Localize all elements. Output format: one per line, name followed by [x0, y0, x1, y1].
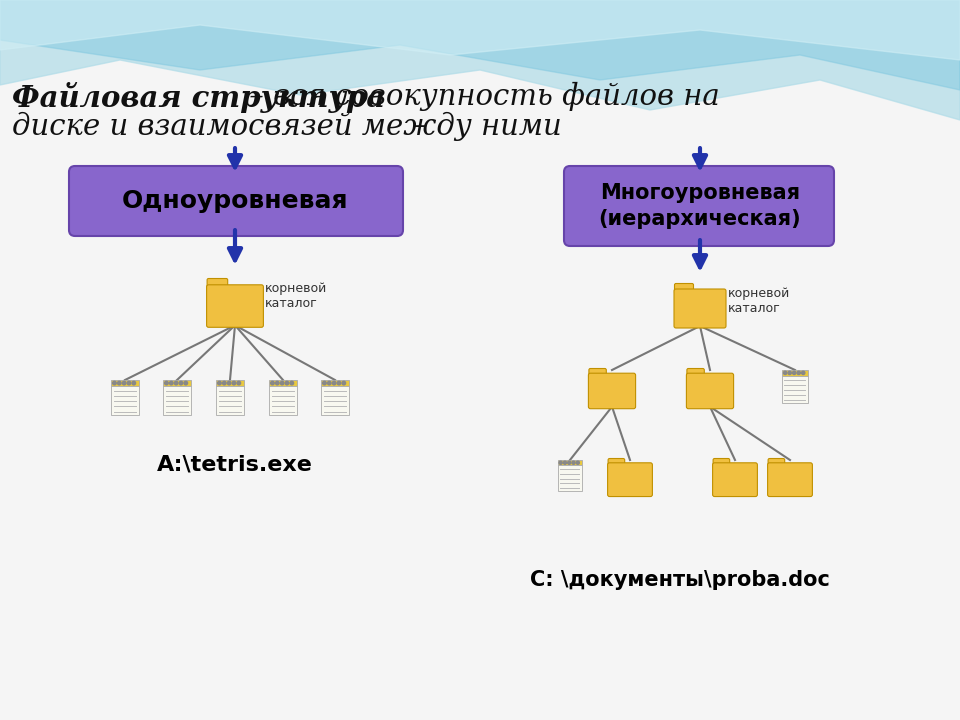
Text: C: \документы\proba.doc: C: \документы\proba.doc	[530, 570, 830, 590]
Text: Многоуровневая
(иерархическая): Многоуровневая (иерархическая)	[599, 183, 802, 229]
FancyBboxPatch shape	[686, 373, 733, 409]
Circle shape	[783, 372, 787, 374]
Circle shape	[576, 462, 579, 464]
Circle shape	[797, 372, 801, 374]
FancyBboxPatch shape	[564, 166, 834, 246]
Text: Файловая структура: Файловая структура	[12, 82, 385, 113]
FancyBboxPatch shape	[713, 459, 730, 468]
Circle shape	[127, 382, 131, 384]
Circle shape	[232, 382, 236, 384]
FancyBboxPatch shape	[712, 463, 757, 497]
FancyBboxPatch shape	[588, 373, 636, 409]
FancyBboxPatch shape	[768, 459, 784, 468]
Circle shape	[788, 372, 791, 374]
Circle shape	[327, 382, 331, 384]
Circle shape	[117, 382, 121, 384]
FancyBboxPatch shape	[588, 369, 607, 379]
Circle shape	[170, 382, 173, 384]
Circle shape	[567, 462, 571, 464]
Circle shape	[285, 382, 289, 384]
FancyBboxPatch shape	[216, 386, 244, 415]
Circle shape	[237, 382, 241, 384]
Circle shape	[802, 372, 804, 374]
Circle shape	[122, 382, 126, 384]
Circle shape	[180, 382, 182, 384]
Circle shape	[132, 382, 135, 384]
Circle shape	[564, 462, 566, 464]
Circle shape	[342, 382, 346, 384]
Circle shape	[559, 462, 563, 464]
FancyBboxPatch shape	[163, 380, 191, 386]
FancyBboxPatch shape	[269, 386, 297, 415]
Circle shape	[218, 382, 221, 384]
Polygon shape	[0, 0, 960, 60]
Polygon shape	[0, 0, 960, 120]
Text: корневой
каталог: корневой каталог	[728, 287, 790, 315]
Circle shape	[228, 382, 230, 384]
Text: Одноуровневая: Одноуровневая	[122, 189, 348, 213]
FancyBboxPatch shape	[608, 463, 653, 497]
Circle shape	[337, 382, 341, 384]
Text: корневой
каталог: корневой каталог	[265, 282, 327, 310]
Circle shape	[290, 382, 294, 384]
FancyBboxPatch shape	[674, 289, 726, 328]
FancyBboxPatch shape	[781, 376, 808, 402]
FancyBboxPatch shape	[321, 380, 349, 386]
Circle shape	[280, 382, 284, 384]
Circle shape	[276, 382, 279, 384]
FancyBboxPatch shape	[111, 386, 139, 415]
FancyBboxPatch shape	[207, 279, 228, 290]
Text: – вся совокупность файлов на: – вся совокупность файлов на	[240, 82, 720, 111]
Circle shape	[112, 382, 116, 384]
FancyBboxPatch shape	[768, 463, 812, 497]
Circle shape	[323, 382, 326, 384]
Circle shape	[175, 382, 178, 384]
FancyBboxPatch shape	[781, 370, 808, 376]
FancyBboxPatch shape	[206, 285, 263, 328]
Text: диске и взаимосвязей между ними: диске и взаимосвязей между ними	[12, 112, 562, 141]
Text: A:\tetris.exe: A:\tetris.exe	[157, 455, 313, 475]
FancyBboxPatch shape	[69, 166, 403, 236]
Polygon shape	[0, 0, 960, 90]
FancyBboxPatch shape	[558, 460, 583, 465]
FancyBboxPatch shape	[321, 386, 349, 415]
FancyBboxPatch shape	[608, 459, 625, 468]
FancyBboxPatch shape	[111, 380, 139, 386]
Circle shape	[271, 382, 275, 384]
Circle shape	[572, 462, 575, 464]
Circle shape	[184, 382, 187, 384]
FancyBboxPatch shape	[163, 386, 191, 415]
FancyBboxPatch shape	[216, 380, 244, 386]
Circle shape	[793, 372, 796, 374]
FancyBboxPatch shape	[558, 465, 583, 491]
FancyBboxPatch shape	[269, 380, 297, 386]
FancyBboxPatch shape	[675, 284, 693, 294]
Circle shape	[165, 382, 168, 384]
Circle shape	[332, 382, 336, 384]
Circle shape	[223, 382, 226, 384]
FancyBboxPatch shape	[687, 369, 705, 379]
